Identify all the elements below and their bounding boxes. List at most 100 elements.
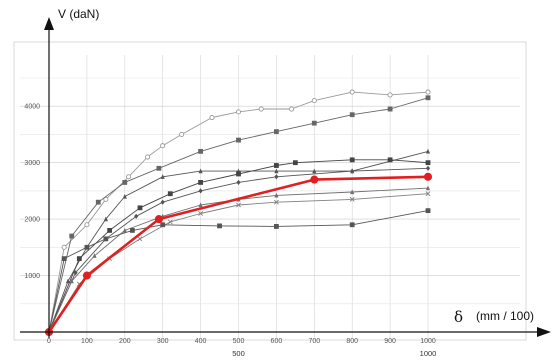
data-point [103,196,109,202]
data-point [69,278,74,284]
x-tick-label: 700 [308,338,320,345]
series-line [46,157,431,335]
series-line [46,165,431,335]
y-axis-label: V (daN) [58,7,99,21]
data-point [69,233,75,239]
data-point [198,148,203,154]
data-point [129,228,135,233]
axes [20,17,551,338]
data-point [236,171,241,177]
data-point [292,160,298,166]
data-point [274,174,279,180]
data-point [82,271,91,280]
data-point [425,185,431,191]
data-point [273,199,279,205]
data-point [235,109,242,115]
data-point [273,129,279,135]
data-point [312,168,317,174]
data-point [236,179,241,186]
x-tick-label: 600 [271,338,283,345]
data-point [274,192,279,198]
data-point [425,89,431,95]
data-point [387,106,393,112]
data-point [134,213,139,219]
data-point [425,191,431,197]
y-tick-label: 3000 [24,160,40,167]
series-path [48,159,429,333]
data-point [73,270,78,276]
data-point [236,202,241,208]
data-point [160,222,166,228]
data-point [126,174,132,180]
data-point [154,215,163,224]
data-point [103,216,108,222]
data-point [198,168,203,174]
x-tick-label: 300 [157,338,169,345]
x-axis-arrow-icon [537,327,551,337]
series-line [46,95,431,335]
x-tick-label: 0 [47,338,51,345]
series-path [48,91,429,333]
plot-frame [13,41,527,341]
y-tick-label: 4000 [24,104,40,111]
data-point [387,157,393,163]
data-point [425,95,431,101]
data-point [349,157,355,163]
y-tick-label: 2000 [24,217,40,224]
data-point [61,244,67,250]
series-path [48,187,429,333]
tick-labels: 1000 2000 3000 4000 0 100 200 300 400 500 600 700 80… [24,104,436,358]
x-tick-label: 800 [346,338,358,345]
x-major-tick-label: 500 [232,349,245,358]
data-point [425,160,431,166]
data-point [92,253,97,258]
data-point [274,168,279,174]
x-tick-label: 100 [81,338,93,345]
x-tick-label: 1000 [420,338,436,345]
data-point [137,236,143,242]
series-path [48,150,429,333]
data-point [122,180,128,185]
data-point [179,131,185,137]
data-point [273,163,279,168]
data-point [209,114,215,121]
data-point [423,172,433,181]
data-point [160,174,165,179]
data-point [236,137,241,143]
data-point [387,92,393,98]
data-point [349,112,355,118]
y-axis-arrow-icon [44,17,54,30]
data-point [349,222,355,228]
data-point [160,143,166,149]
data-point [107,228,113,233]
data-point [122,227,127,233]
series-path [48,97,429,333]
data-point [425,165,431,171]
x-tick-label: 200 [119,338,131,345]
data-point [273,224,279,229]
data-point [167,219,173,225]
x-axis-unit: (mm / 100) [476,309,534,323]
data-point [84,222,90,228]
y-tick-label: 1000 [24,273,40,280]
data-point [84,244,90,250]
data-point [311,98,317,104]
data-point [61,256,67,262]
data-point [198,211,204,216]
series-highlight [44,172,433,337]
data-point [103,236,109,242]
data-point [217,223,222,229]
data-point [167,191,173,197]
x-major-tick-label: 1000 [420,349,437,358]
x-tick-label: 500 [233,338,245,345]
data-point [311,120,317,126]
data-point [160,199,165,205]
x-axis-symbol: δ [454,308,463,326]
data-point [144,154,151,160]
data-point [95,199,101,205]
data-point [198,202,203,208]
x-tick-label: 400 [195,338,207,345]
data-point [198,188,203,194]
data-point [258,106,264,112]
